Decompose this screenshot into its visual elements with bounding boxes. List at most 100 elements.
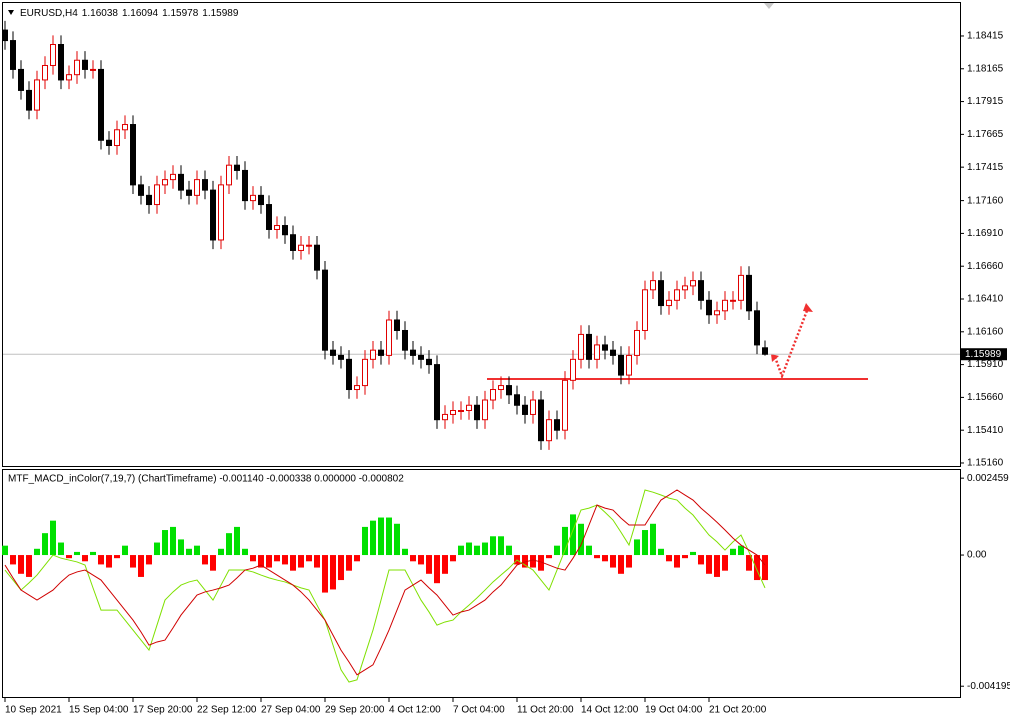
candle-body bbox=[602, 344, 608, 351]
histogram-bar bbox=[10, 555, 16, 565]
x-tick-label: 4 Oct 12:00 bbox=[389, 705, 441, 716]
y-tick-label: 1.17915 bbox=[967, 96, 1004, 107]
chart-header: EURUSD,H4 1.16038 1.16094 1.15978 1.15989 bbox=[20, 8, 239, 19]
candle-body bbox=[634, 329, 640, 356]
histogram-bar bbox=[370, 520, 376, 556]
candle-body bbox=[666, 299, 672, 307]
candle-body bbox=[618, 354, 624, 376]
candle-body bbox=[546, 419, 552, 442]
histogram-bar bbox=[642, 530, 648, 556]
candle-body bbox=[746, 274, 752, 312]
histogram-bar bbox=[570, 514, 576, 556]
price-panel bbox=[2, 2, 961, 467]
candle-body bbox=[586, 333, 592, 360]
candle-body bbox=[162, 179, 168, 186]
candle-body bbox=[594, 344, 600, 360]
histogram-bar bbox=[66, 555, 72, 559]
x-tick-label: 27 Sep 04:00 bbox=[261, 705, 321, 716]
histogram-bar bbox=[698, 555, 704, 565]
candle-body bbox=[642, 289, 648, 331]
candle-body bbox=[298, 244, 304, 251]
symbol: EURUSD,H4 bbox=[20, 8, 78, 19]
high-value: 1.16094 bbox=[122, 8, 159, 19]
candle-body bbox=[242, 169, 248, 202]
histogram-bar bbox=[714, 555, 720, 577]
histogram-bar bbox=[146, 555, 152, 565]
candle-body bbox=[74, 59, 80, 76]
candle-body bbox=[386, 319, 392, 356]
candle-body bbox=[26, 89, 32, 111]
candle-body bbox=[650, 280, 656, 291]
histogram-bar bbox=[482, 542, 488, 556]
histogram-bar bbox=[250, 555, 256, 562]
candle-body bbox=[82, 59, 88, 70]
candle-body bbox=[578, 333, 584, 360]
histogram-bar bbox=[306, 555, 312, 562]
candle-body bbox=[10, 40, 16, 70]
histogram-bar bbox=[442, 555, 448, 574]
low-value: 1.15978 bbox=[162, 8, 199, 19]
candle-body bbox=[346, 358, 352, 391]
candle-body bbox=[570, 358, 576, 381]
histogram-bar bbox=[530, 555, 536, 568]
y-tick-label: 1.15410 bbox=[967, 425, 1004, 436]
x-tick-label: 11 Oct 20:00 bbox=[517, 705, 574, 716]
candle-body bbox=[754, 310, 760, 346]
candle-body bbox=[186, 189, 192, 196]
candle-body bbox=[458, 410, 464, 413]
candle-body bbox=[282, 225, 288, 236]
candle-body bbox=[562, 379, 568, 431]
candle-body bbox=[258, 194, 264, 206]
histogram-bar bbox=[122, 545, 128, 556]
y-tick-label: 1.16660 bbox=[967, 261, 1004, 272]
histogram-bar bbox=[610, 555, 616, 568]
histogram-bar bbox=[354, 555, 360, 562]
x-tick-label: 7 Oct 04:00 bbox=[453, 705, 505, 716]
histogram-bar bbox=[578, 523, 584, 556]
histogram-bar bbox=[2, 545, 8, 556]
histogram-bar bbox=[50, 520, 56, 556]
candle-body bbox=[442, 413, 448, 421]
histogram-bar bbox=[338, 555, 344, 581]
candle-body bbox=[98, 68, 104, 141]
candle-body bbox=[202, 179, 208, 191]
histogram-bar bbox=[274, 555, 280, 562]
histogram-bar bbox=[722, 555, 728, 571]
candle-body bbox=[474, 404, 480, 421]
histogram-bar bbox=[106, 555, 112, 568]
histogram-bar bbox=[202, 555, 208, 565]
histogram-bar bbox=[90, 551, 96, 556]
candle-body bbox=[226, 164, 232, 186]
histogram-bar bbox=[498, 536, 504, 556]
menu-arrow[interactable] bbox=[8, 10, 14, 15]
candle-body bbox=[218, 184, 224, 241]
candle-body bbox=[2, 29, 8, 42]
histogram-bar bbox=[82, 555, 88, 562]
candle-body bbox=[538, 399, 544, 442]
candle-body bbox=[58, 44, 64, 81]
histogram-bar bbox=[602, 555, 608, 562]
y-tick-label: 1.18415 bbox=[967, 31, 1004, 42]
y-tick-label: -0.004195 bbox=[967, 681, 1010, 692]
histogram-bar bbox=[538, 555, 544, 571]
histogram-bar bbox=[226, 533, 232, 556]
y-tick-label: 0.00 bbox=[967, 550, 987, 561]
histogram-bar bbox=[346, 555, 352, 571]
histogram-bar bbox=[290, 555, 296, 571]
histogram-bar bbox=[474, 545, 480, 556]
histogram-bar bbox=[458, 545, 464, 556]
histogram-bar bbox=[170, 526, 176, 556]
candle-body bbox=[170, 173, 176, 181]
histogram-bar bbox=[410, 555, 416, 562]
histogram-bar bbox=[402, 548, 408, 556]
histogram-bar bbox=[562, 526, 568, 556]
y-tick-label: 0.002459 bbox=[967, 473, 1009, 484]
histogram-bar bbox=[746, 555, 752, 571]
candle-body bbox=[714, 310, 720, 316]
histogram-bar bbox=[314, 555, 320, 568]
candle-body bbox=[154, 184, 160, 206]
histogram-bar bbox=[554, 545, 560, 556]
x-tick-label: 22 Sep 12:00 bbox=[197, 705, 257, 716]
candle-body bbox=[322, 269, 328, 351]
